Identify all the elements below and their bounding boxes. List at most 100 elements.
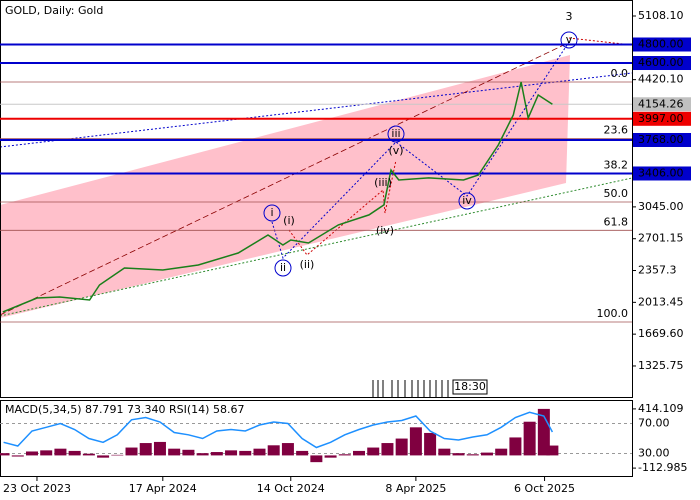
countdown: 18:30 <box>454 380 486 393</box>
y-tick-label: 3045.00 <box>638 200 684 213</box>
y2-tick-label: 70.00 <box>638 417 670 430</box>
macd-bar <box>338 454 351 456</box>
x-tick-label: 6 Oct 2025 <box>514 482 575 495</box>
level-label: 3997.00 <box>638 112 684 125</box>
macd-bar <box>68 450 81 456</box>
macd-bar <box>168 448 181 456</box>
fib-label: 50.0 <box>604 187 629 200</box>
last-price-tag <box>633 97 691 112</box>
macd-bar <box>409 427 422 456</box>
channel <box>0 55 570 318</box>
macd-bar <box>182 449 195 456</box>
wave-circle <box>458 192 476 210</box>
level-tag <box>633 56 691 71</box>
y-tick-label: 2357.3 <box>638 264 677 277</box>
macd-bar <box>40 450 53 456</box>
y-tick-label: 1325.75 <box>638 359 684 372</box>
level-tag <box>633 111 691 126</box>
macd-bar <box>480 452 493 456</box>
countdown-box <box>452 379 488 395</box>
macd-bar <box>225 450 238 456</box>
level-tag <box>633 132 691 147</box>
y-tick-label: 2701.15 <box>638 232 684 245</box>
macd-bar <box>523 421 536 456</box>
wave-label: (i) <box>283 214 295 227</box>
macd-bar <box>253 448 266 456</box>
wave-label: (v) <box>388 144 403 157</box>
indicator-title: MACD(5,34,5) 87.791 73.340 RSI(14) 58.67 <box>5 403 244 416</box>
y-tick-label: -112.985 <box>638 461 687 474</box>
fib-label: 38.2 <box>604 159 629 172</box>
wave-circle <box>387 125 405 143</box>
macd-bar <box>239 450 252 456</box>
fib-label: 61.8 <box>604 215 629 228</box>
x-tick-label: 17 Apr 2024 <box>129 482 197 495</box>
macd-bar <box>353 450 366 456</box>
level-tag <box>633 37 691 52</box>
macd-bar <box>452 453 465 456</box>
macd-bar <box>139 443 152 456</box>
macd-bar <box>111 454 124 456</box>
wave-label: (iii) <box>374 176 392 189</box>
x-tick-label: 14 Oct 2024 <box>257 482 325 495</box>
indicator-frame <box>0 400 633 477</box>
tick-bars <box>372 380 449 398</box>
wave-path <box>288 159 397 256</box>
plot-frame <box>0 0 633 398</box>
wave-label: iii <box>391 127 400 140</box>
fib-label: 100.0 <box>597 307 629 320</box>
fib-label: 23.6 <box>604 124 629 137</box>
wave-label: ii <box>280 261 286 274</box>
macd-bar <box>82 453 95 456</box>
fib-label: 0.0 <box>611 67 629 80</box>
y-tick-label: 1669.60 <box>638 327 684 340</box>
level-label: 4600.00 <box>638 56 684 69</box>
x-tick-label: 8 Apr 2025 <box>385 482 446 495</box>
y2-tick-label: 30.00 <box>638 447 670 460</box>
macd-bar <box>424 432 437 456</box>
macd-bar <box>25 451 38 456</box>
macd-bar <box>367 447 380 456</box>
macd-bar <box>54 448 67 456</box>
macd-bar <box>395 438 408 456</box>
macd-bar <box>97 455 110 458</box>
macd-bar <box>381 443 394 456</box>
wave-label: (ii) <box>300 258 315 271</box>
wave-circle <box>560 31 578 49</box>
macd-bar <box>267 445 280 456</box>
wave-circle <box>274 259 292 277</box>
macd-bar <box>125 447 138 456</box>
rsi-line <box>3 411 554 449</box>
wave-path <box>271 41 570 259</box>
macd-bar <box>310 455 323 463</box>
macd-bar <box>281 443 294 456</box>
macd-bar <box>438 448 451 456</box>
macd-bar <box>296 450 309 456</box>
macd-bar <box>196 453 209 456</box>
y-tick-label: 4420.10 <box>638 73 684 86</box>
price-line <box>2 81 553 313</box>
y-tick-label: 5108.10 <box>638 9 684 22</box>
wave-label: i <box>270 206 273 219</box>
macd-bar <box>153 441 166 456</box>
level-label: 3768.00 <box>638 133 684 146</box>
trend-line <box>0 41 571 316</box>
wave-label: v <box>566 33 573 46</box>
last-price-label: 4154.26 <box>638 97 684 110</box>
macd-bar <box>11 455 24 457</box>
wave-label: iv <box>462 194 472 207</box>
x-tick-label: 23 Oct 2023 <box>3 482 71 495</box>
macd-bar <box>324 455 337 458</box>
wave-label: (iv) <box>376 224 394 237</box>
level-label: 4800.00 <box>638 38 684 51</box>
y-tick-label: 2013.45 <box>638 295 684 308</box>
wave-label: 3 <box>566 10 573 23</box>
macd-bar <box>210 452 223 456</box>
macd-bar <box>509 437 522 456</box>
macd-bar <box>495 448 508 456</box>
wave-circle <box>263 204 281 222</box>
macd-bar <box>466 454 479 456</box>
macd-bar <box>0 453 10 456</box>
